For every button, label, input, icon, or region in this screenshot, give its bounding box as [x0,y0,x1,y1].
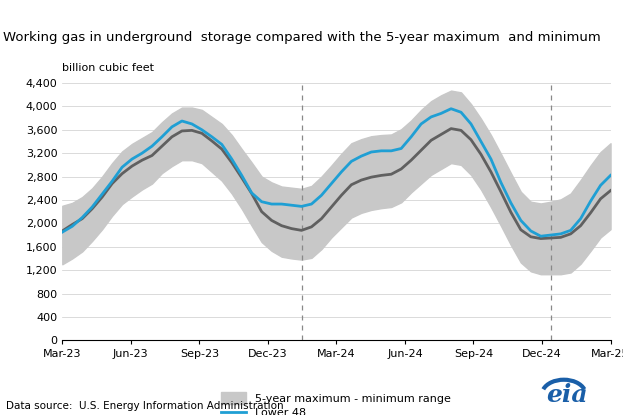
Legend: 5-year maximum - minimum range, Lower 48, 5-year average: 5-year maximum - minimum range, Lower 48… [221,392,450,415]
Text: Working gas in underground  storage compared with the 5-year maximum  and minimu: Working gas in underground storage compa… [3,31,601,44]
Text: eia: eia [546,383,587,407]
Text: Data source:  U.S. Energy Information Administration: Data source: U.S. Energy Information Adm… [6,401,284,411]
Text: billion cubic feet: billion cubic feet [62,63,155,73]
